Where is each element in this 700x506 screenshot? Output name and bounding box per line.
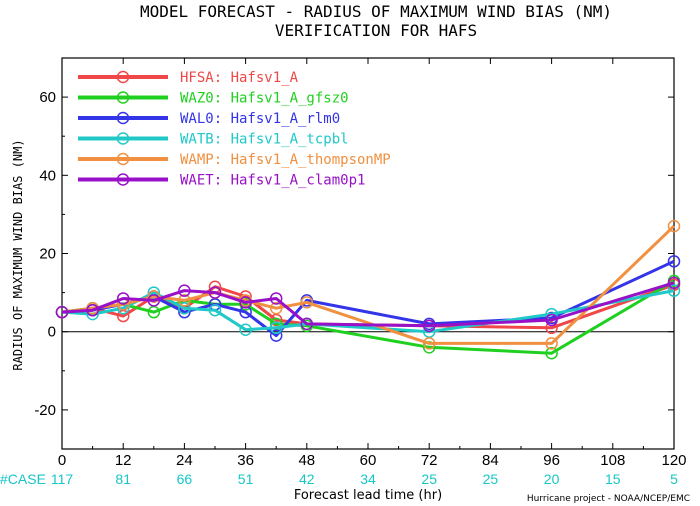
series-5 xyxy=(55,276,681,333)
case-count: 81 xyxy=(115,471,131,487)
data-point xyxy=(545,346,558,360)
data-point xyxy=(269,321,283,335)
x-tick-label: 36 xyxy=(237,452,254,469)
case-count: 34 xyxy=(360,471,376,487)
legend-swatch-marker xyxy=(116,132,130,145)
legend-swatch-marker xyxy=(116,91,130,104)
data-point xyxy=(545,313,558,327)
x-tick-label: 12 xyxy=(115,452,132,469)
x-axis-label: Forecast lead time (hr) xyxy=(294,488,442,503)
data-point xyxy=(545,321,558,335)
case-count: 42 xyxy=(299,471,315,487)
data-point xyxy=(178,301,191,315)
data-point xyxy=(147,286,161,299)
legend-label: WAET: Hafsv1_A_clam0p1 xyxy=(180,173,365,189)
data-point xyxy=(422,319,436,333)
chart-subtitle: VERIFICATION FOR HAFS xyxy=(275,21,477,40)
legend-label: WAL0: Hafsv1_A_rlm0 xyxy=(180,111,340,127)
data-point xyxy=(269,329,283,342)
y-tick-label: 0 xyxy=(48,324,56,341)
x-tick-label: 0 xyxy=(58,452,66,469)
credit-text: Hurricane project - NOAA/NCEP/EMC xyxy=(527,494,690,504)
data-point xyxy=(545,337,558,350)
x-tick-label: 24 xyxy=(176,452,193,469)
x-tick-label: 60 xyxy=(360,452,377,469)
case-count: 15 xyxy=(605,471,621,487)
data-point xyxy=(208,286,222,299)
legend-label: WAZ0: Hafsv1_A_gfsz0 xyxy=(180,91,349,107)
case-count: 66 xyxy=(177,471,193,487)
chart-title: MODEL FORECAST - RADIUS OF MAXIMUM WIND … xyxy=(140,2,612,21)
y-axis-label: RADIUS OF MAXIMUM WIND BIAS (NM) xyxy=(11,139,25,370)
data-point xyxy=(239,323,252,336)
y-tick-label: 20 xyxy=(39,246,56,263)
legend-item-4: WAMP: Hafsv1_A_thompsonMP xyxy=(78,152,391,168)
case-label: #CASE xyxy=(0,471,46,487)
y-tick-label: 40 xyxy=(39,167,56,184)
legend-swatch-marker xyxy=(116,111,130,125)
data-point xyxy=(116,301,130,315)
data-point xyxy=(667,255,681,268)
case-count: 25 xyxy=(421,471,437,487)
y-tick-label: 60 xyxy=(39,89,56,106)
data-point xyxy=(147,294,161,307)
plot-area: 0 12 24 36 48 60 72 84 96 108 120 -20 0 20 40 60 HFSA: H… xyxy=(34,57,687,487)
legend-label: WATB: Hafsv1_A_tcpbl xyxy=(180,132,349,148)
legend-item-0: HFSA: Hafsv1_A xyxy=(78,70,299,86)
data-point xyxy=(116,292,130,305)
legend-swatch-marker xyxy=(116,152,130,166)
x-tick-label: 108 xyxy=(600,452,625,469)
legend-swatch-marker xyxy=(116,70,130,84)
data-point xyxy=(239,296,252,309)
case-count: 25 xyxy=(483,471,499,487)
data-point xyxy=(269,301,283,315)
legend-label: WAMP: Hafsv1_A_thompsonMP xyxy=(180,152,391,168)
legend-label: HFSA: Hafsv1_A xyxy=(180,70,299,86)
legend-swatch-marker xyxy=(116,173,130,186)
case-count: 5 xyxy=(670,471,678,487)
data-point xyxy=(269,292,283,305)
x-tick-label: 120 xyxy=(661,452,686,469)
data-point xyxy=(147,290,161,303)
legend-item-1: WAZ0: Hafsv1_A_gfsz0 xyxy=(78,91,349,107)
legend-item-2: WAL0: Hafsv1_A_rlm0 xyxy=(78,111,340,127)
legend-item-5: WAET: Hafsv1_A_clam0p1 xyxy=(78,173,365,189)
case-count: 20 xyxy=(544,471,560,487)
x-tick-label: 84 xyxy=(482,452,499,469)
data-point xyxy=(300,317,314,331)
y-tick-label: -20 xyxy=(34,402,56,419)
data-point xyxy=(667,284,681,297)
series-4 xyxy=(55,219,681,350)
case-count: 51 xyxy=(238,471,254,487)
x-tick-label: 72 xyxy=(421,452,438,469)
data-point xyxy=(300,296,314,309)
data-point xyxy=(208,303,222,317)
data-point xyxy=(55,305,69,319)
x-tick-label: 96 xyxy=(543,452,560,469)
x-tick-label: 48 xyxy=(298,452,315,469)
data-point xyxy=(178,294,191,307)
data-point xyxy=(86,303,99,317)
data-point xyxy=(178,284,191,297)
legend-item-3: WATB: Hafsv1_A_tcpbl xyxy=(78,132,349,148)
data-point xyxy=(667,276,681,290)
data-point xyxy=(667,219,681,233)
data-point xyxy=(422,337,436,350)
case-count: 117 xyxy=(51,471,74,487)
